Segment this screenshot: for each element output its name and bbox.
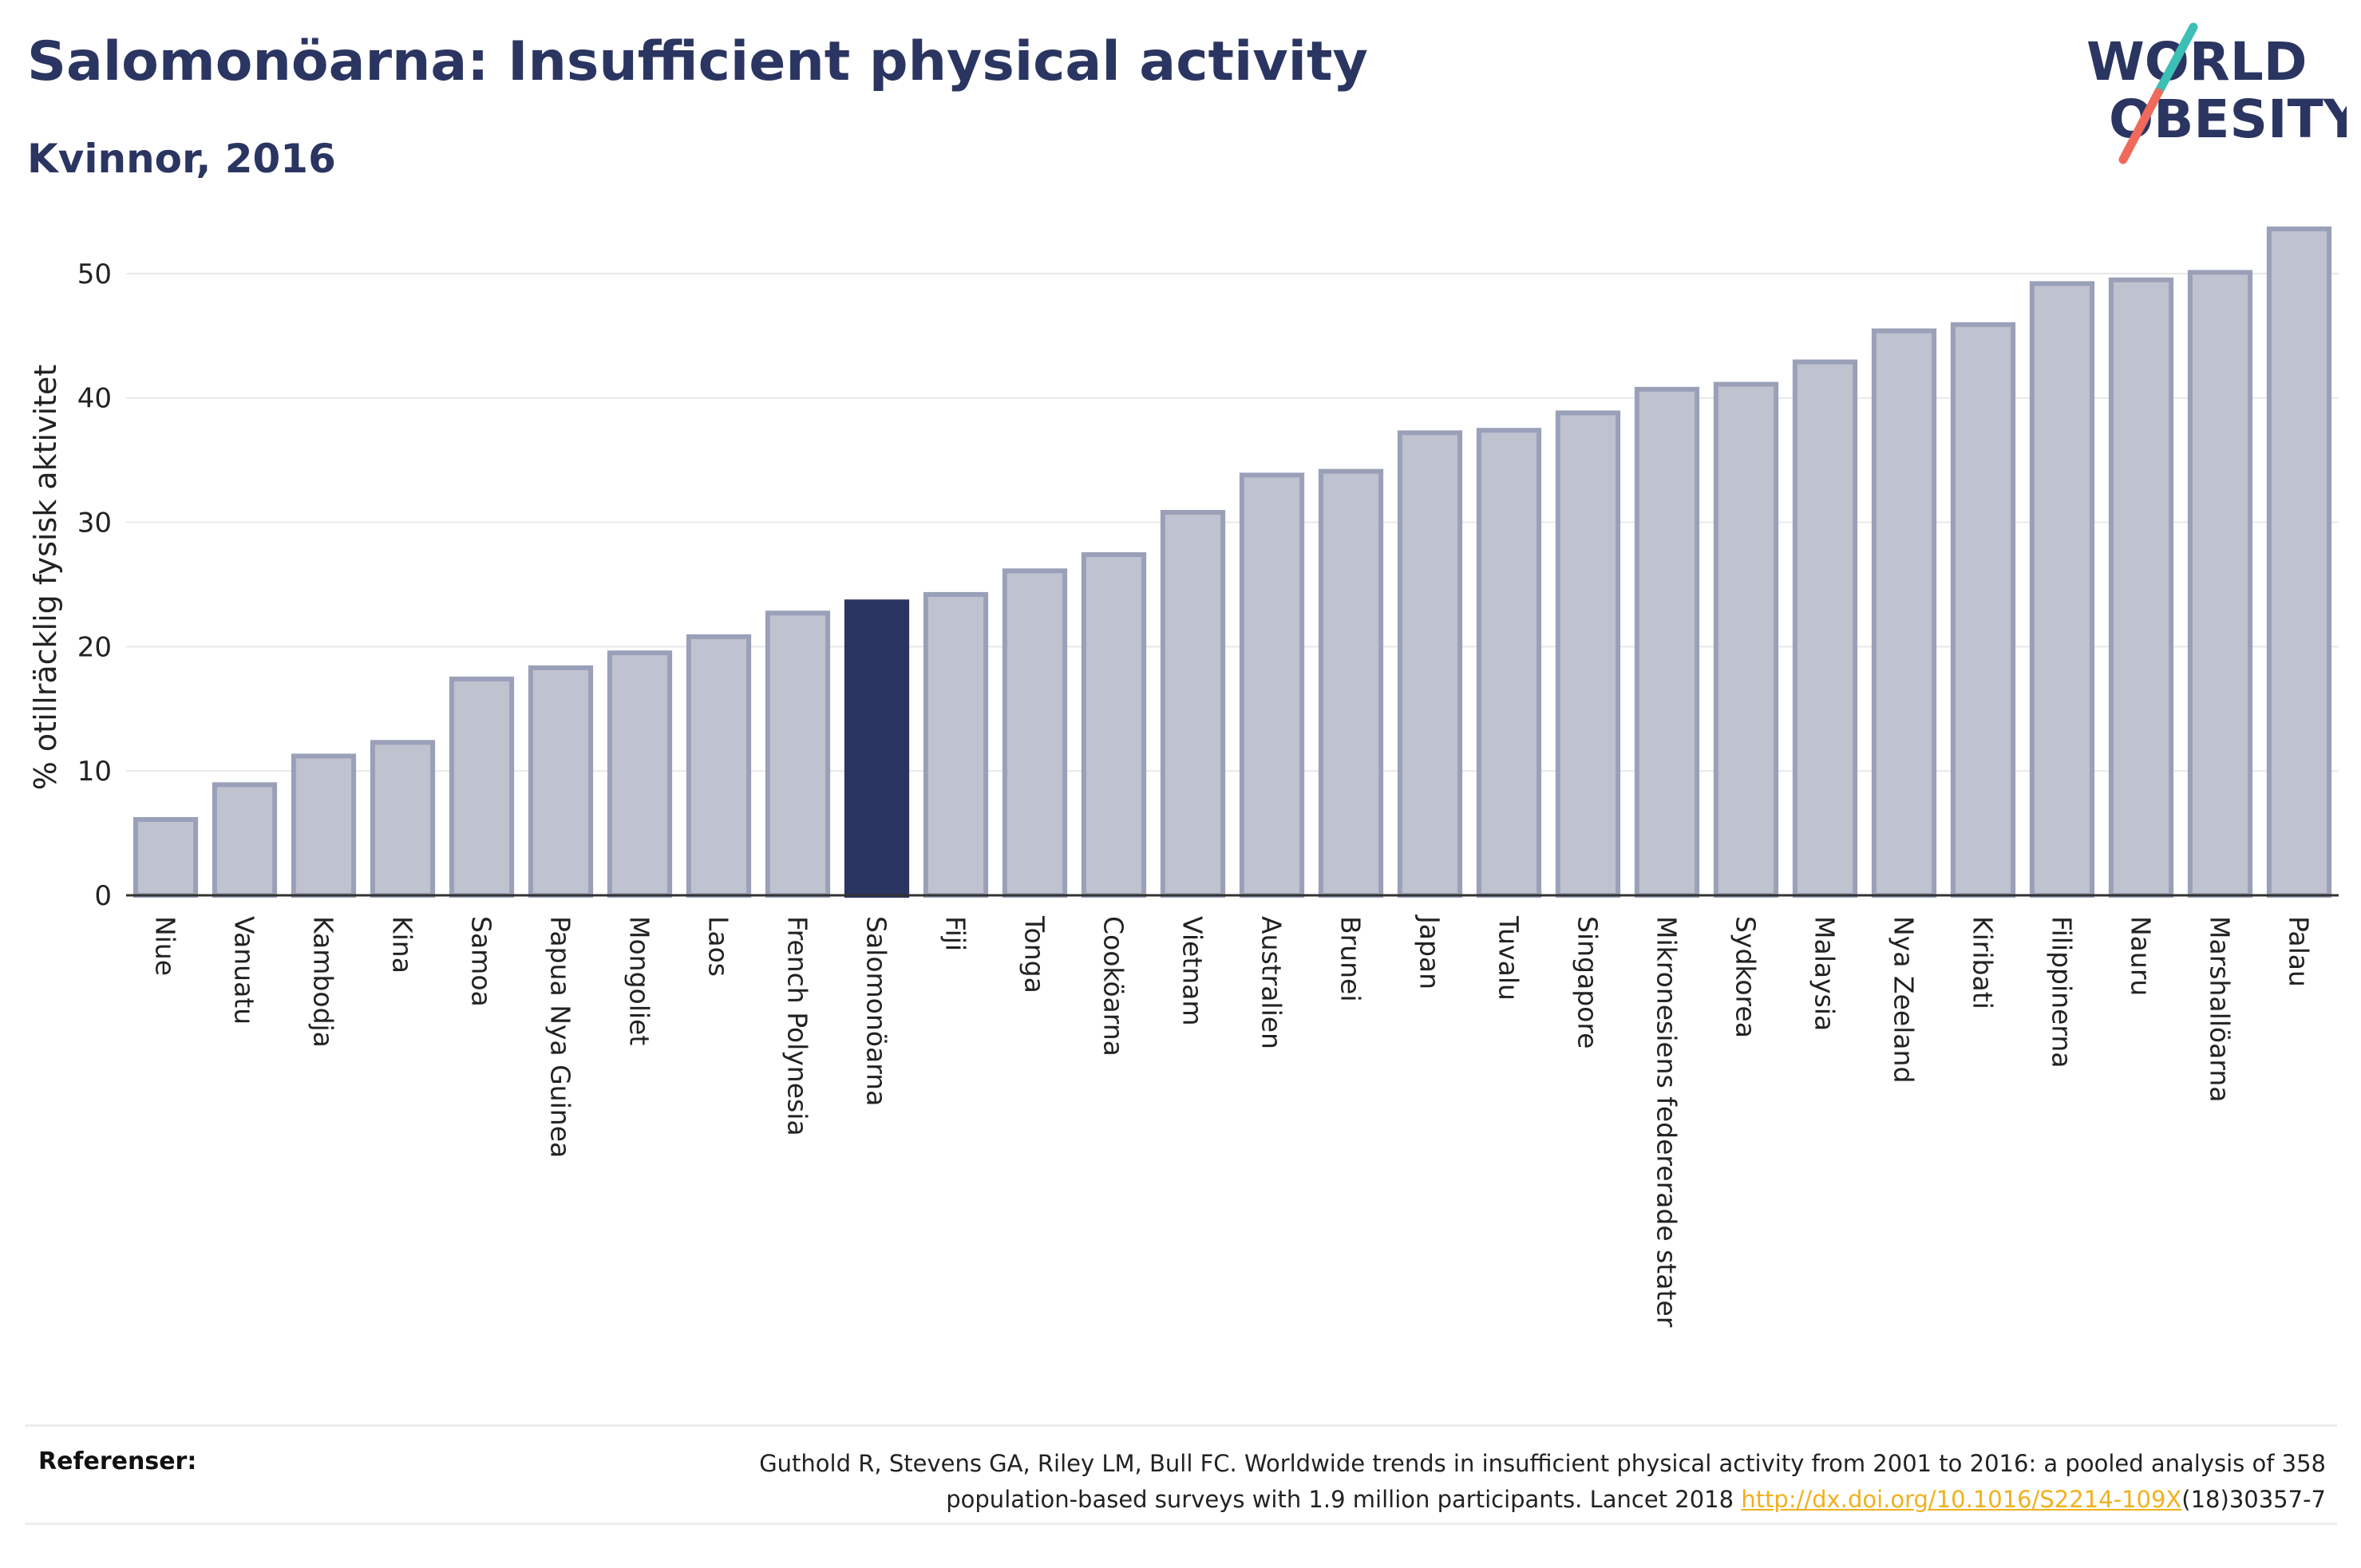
references-text: Guthold R, Stevens GA, Riley LM, Bull FC…: [490, 1446, 2326, 1518]
logo-graphic: WORLD OBESITY: [2086, 22, 2347, 164]
bar: [1397, 430, 1463, 898]
x-tick-label: Mikronesiens federerade stater: [1651, 916, 1683, 1328]
x-tick-label: Singapore: [1572, 916, 1604, 1049]
y-tick-label: 40: [77, 383, 112, 415]
footer-divider-bottom: [26, 1523, 2337, 1525]
logo-slash-coral: [2118, 88, 2163, 164]
bar: [1476, 428, 1542, 898]
x-tick-label: Palau: [2284, 916, 2315, 987]
bar: [2029, 281, 2095, 898]
logo-text-world: WORLD: [2086, 31, 2308, 93]
bar: [449, 676, 515, 898]
chart-subtitle: Kvinnor, 2016: [27, 136, 336, 182]
x-tick-label: Kiribati: [1968, 916, 1999, 1009]
bar: [765, 610, 831, 898]
x-tick-label: Brunei: [1335, 916, 1366, 1002]
bar: [686, 634, 752, 898]
world-obesity-logo: WORLD OBESITY: [2075, 16, 2347, 168]
bar: [2187, 270, 2253, 899]
x-tick-label: Nauru: [2126, 916, 2157, 996]
x-tick-label: Fiji: [940, 916, 971, 951]
x-tick-label: Nya Zeeland: [1888, 916, 1920, 1083]
bar: [1160, 510, 1226, 899]
bar: [1081, 552, 1147, 898]
references-label: Referenser:: [38, 1448, 197, 1475]
x-tick-label: Papua Nya Guinea: [545, 916, 576, 1158]
bar: [370, 740, 436, 898]
bar: [212, 782, 278, 899]
bar: [1002, 568, 1068, 899]
x-tick-label: Samoa: [466, 916, 497, 1007]
x-tick-label: Niue: [150, 916, 181, 976]
bar-highlighted: [844, 599, 910, 898]
x-tick-label: Tuvalu: [1493, 915, 1525, 1001]
x-tick-label: Australien: [1256, 916, 1287, 1049]
y-tick-label: 20: [77, 631, 112, 663]
bar: [1792, 359, 1858, 899]
x-tick-label: Sydkorea: [1730, 916, 1762, 1038]
reference-line-2: population-based surveys with 1.9 millio…: [490, 1482, 2326, 1518]
bar: [1871, 328, 1937, 898]
x-tick-label: Tonga: [1019, 915, 1050, 993]
x-tick-label: Kambodja: [308, 916, 339, 1048]
x-tick-label: Laos: [703, 916, 734, 977]
x-tick-label: Vanuatu: [229, 916, 260, 1025]
bar: [2108, 277, 2174, 898]
reference-line-2-text: population-based surveys with 1.9 millio…: [946, 1486, 1742, 1513]
x-tick-label: Marshallöarna: [2205, 916, 2236, 1102]
chart-title: Salomonöarna: Insufficient physical acti…: [27, 30, 1368, 93]
bar: [1318, 468, 1384, 898]
bar: [1634, 386, 1700, 898]
logo-slash-teal: [2153, 22, 2198, 97]
bar: [1950, 322, 2016, 898]
x-axis-tick-labels: Niue Vanuatu Kambodja Kina Samoa Papua Nya Gu…: [150, 914, 2315, 1328]
bar-chart: 0 10 20 30 40 50 Niue Vanuatu Kambodja Kina Samoa…: [28, 226, 2339, 1328]
footer-divider-top: [26, 1424, 2337, 1427]
x-tick-label: Mongoliet: [624, 916, 655, 1045]
bar: [132, 816, 199, 899]
x-tick-label: Cooköarna: [1098, 916, 1129, 1057]
bar: [1555, 410, 1621, 898]
reference-doi-link[interactable]: http://dx.doi.org/10.1016/S2214-109X: [1741, 1486, 2182, 1513]
chart-bars: [132, 226, 2332, 899]
bar: [923, 591, 989, 898]
x-tick-label: Kina: [387, 916, 418, 974]
x-tick-label: Malaysia: [1809, 916, 1841, 1031]
y-tick-label: 30: [77, 508, 112, 539]
x-tick-label: Vietnam: [1177, 916, 1208, 1026]
x-tick-label: Japan: [1414, 914, 1445, 989]
y-axis-ticks: 0 10 20 30 40 50: [77, 259, 112, 912]
x-tick-label: Salomonöarna: [861, 916, 892, 1106]
y-axis-label: % otillräcklig fysisk aktivitet: [28, 365, 63, 791]
reference-line-1: Guthold R, Stevens GA, Riley LM, Bull FC…: [759, 1450, 2326, 1477]
y-tick-label: 0: [94, 880, 112, 912]
x-tick-label: Filippinerna: [2047, 916, 2078, 1068]
bar: [291, 753, 357, 898]
y-tick-label: 10: [77, 756, 112, 788]
bar: [1239, 472, 1305, 898]
y-tick-label: 50: [77, 259, 112, 290]
bar: [607, 650, 673, 898]
bar: [528, 665, 594, 898]
reference-line-2-suffix: (18)30357-7: [2181, 1486, 2326, 1513]
x-tick-label: French Polynesia: [782, 916, 813, 1136]
bar: [2266, 226, 2332, 898]
bar: [1713, 381, 1779, 898]
